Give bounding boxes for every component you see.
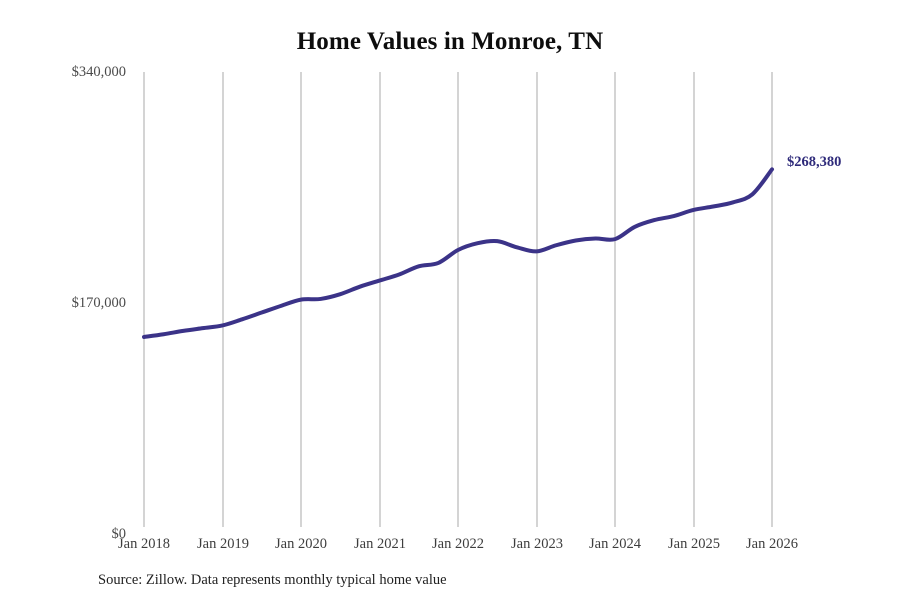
y-tick-label-2: $0 (111, 526, 127, 542)
x-tick-label-5: Jan 2023 (511, 536, 563, 552)
page-title: Home Values in Monroe, TN (296, 28, 604, 55)
x-tick-label-8: Jan 2026 (746, 536, 798, 552)
y-tick-label-1: $170,000 (71, 295, 126, 311)
gridline-group (143, 72, 773, 527)
x-tick-label-1: Jan 2019 (197, 536, 249, 552)
x-tick-label-0: Jan 2018 (118, 536, 170, 552)
x-tick-label-3: Jan 2021 (354, 536, 406, 552)
x-tick-label-2: Jan 2020 (275, 536, 327, 552)
y-tick-label-0: $340,000 (71, 64, 126, 80)
source-note: Source: Zillow. Data represents monthly … (98, 572, 447, 588)
end-value-annotation: $268,380 (787, 154, 842, 171)
x-tick-label-6: Jan 2024 (589, 536, 641, 552)
x-tick-label-4: Jan 2022 (432, 536, 484, 552)
line-series-typical-home-value (142, 167, 774, 339)
x-tick-label-7: Jan 2025 (668, 536, 720, 552)
